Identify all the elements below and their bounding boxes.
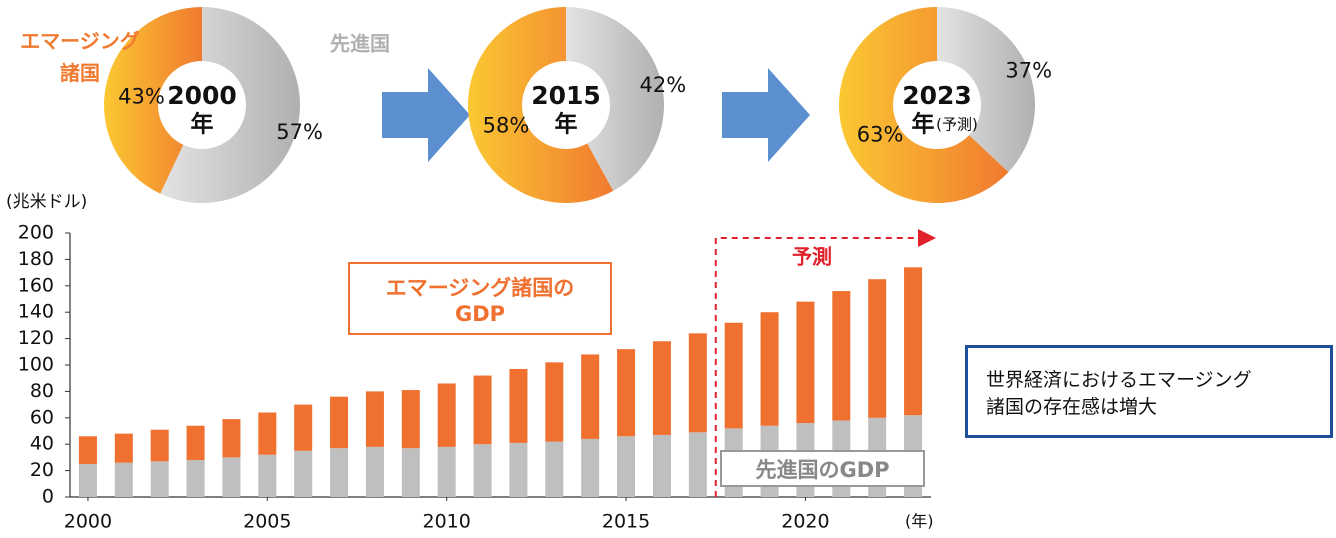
bar: [365, 391, 384, 447]
bar: [688, 333, 707, 433]
donut-segment: [838, 7, 1009, 203]
bar: [294, 404, 313, 451]
donut-segment: [160, 7, 300, 203]
y-tick-label: 80: [30, 380, 54, 402]
bar: [509, 368, 528, 443]
forecast-line: [714, 237, 922, 497]
bar: [186, 460, 205, 497]
center-label: 2000: [167, 81, 237, 110]
bar: [617, 436, 636, 497]
value-label: 42%: [640, 73, 687, 97]
forecast-label: 予測: [792, 245, 832, 269]
center-label: 2015: [531, 81, 601, 110]
legend-label: 先進国: [330, 32, 390, 56]
bar: [78, 464, 97, 497]
bar: [294, 450, 313, 497]
arrow: [382, 68, 470, 162]
bar: [652, 341, 671, 435]
bar: [796, 301, 815, 424]
bar: [688, 432, 707, 497]
donut-segment: [937, 7, 1035, 173]
y-tick-label: 140: [18, 301, 54, 323]
bar: [330, 396, 349, 449]
bar: [473, 444, 492, 497]
y-tick-label: 40: [30, 433, 54, 455]
bar: [724, 322, 743, 429]
bar: [437, 446, 456, 497]
center-unit: 年: [555, 111, 578, 138]
bar: [545, 362, 564, 442]
bar: [509, 442, 528, 497]
value-label: 57%: [276, 120, 323, 144]
value-label: 43%: [118, 84, 165, 108]
bar: [401, 448, 420, 497]
x-tick-label: 2010: [423, 511, 471, 533]
bar: [114, 462, 133, 497]
bar: [258, 412, 277, 455]
series-label: 先進国のGDP: [720, 450, 925, 487]
bar: [832, 291, 851, 421]
bar: [581, 354, 600, 439]
x-tick-label: 2020: [781, 511, 829, 533]
y-tick-label: 200: [18, 222, 54, 244]
y-tick-label: 100: [18, 354, 54, 376]
y-tick-label: 20: [30, 459, 54, 481]
donut-segment: [467, 7, 614, 203]
y-tick-label: 160: [18, 274, 54, 296]
y-tick-label: 120: [18, 327, 54, 349]
bar: [437, 383, 456, 447]
bar: [258, 454, 277, 497]
bar: [78, 436, 97, 464]
bar: [581, 438, 600, 497]
forecast-arrow: [918, 229, 936, 247]
value-label: 37%: [1005, 58, 1052, 82]
x-axis-label: (年): [905, 512, 934, 531]
bar: [760, 312, 779, 426]
bar: [652, 434, 671, 497]
x-tick-label: 2005: [243, 511, 291, 533]
y-tick-label: 0: [42, 486, 54, 508]
x-tick-label: 2015: [602, 511, 650, 533]
bar: [365, 446, 384, 497]
bar: [904, 267, 923, 416]
bar: [150, 429, 169, 462]
x-tick-label: 2000: [64, 511, 112, 533]
bar: [868, 279, 887, 418]
bar: [617, 349, 636, 437]
series-label: エマージング諸国の GDP: [348, 262, 612, 335]
callout: 世界経済におけるエマージング 諸国の存在感は増大: [965, 345, 1333, 438]
value-label: 58%: [483, 113, 530, 137]
center-unit: 年: [191, 111, 214, 138]
bar: [545, 441, 564, 497]
value-label: 63%: [857, 123, 904, 147]
bar: [473, 375, 492, 445]
bar: [186, 425, 205, 461]
center-unit: 年: [912, 111, 935, 138]
center-note: (予測): [936, 116, 978, 134]
y-tick-label: 60: [30, 406, 54, 428]
donut-segment: [103, 7, 202, 194]
bar: [330, 448, 349, 497]
bar: [222, 419, 241, 458]
donut-segment: [566, 7, 664, 191]
bar: [401, 390, 420, 449]
legend-label: エマージング 諸国: [20, 29, 140, 85]
bar: [114, 433, 133, 463]
center-label: 2023: [902, 81, 972, 110]
bar: [150, 461, 169, 497]
y-axis-label: (兆米ドル): [6, 192, 87, 212]
bar: [222, 457, 241, 497]
y-tick-label: 180: [18, 248, 54, 270]
arrow: [722, 68, 810, 162]
